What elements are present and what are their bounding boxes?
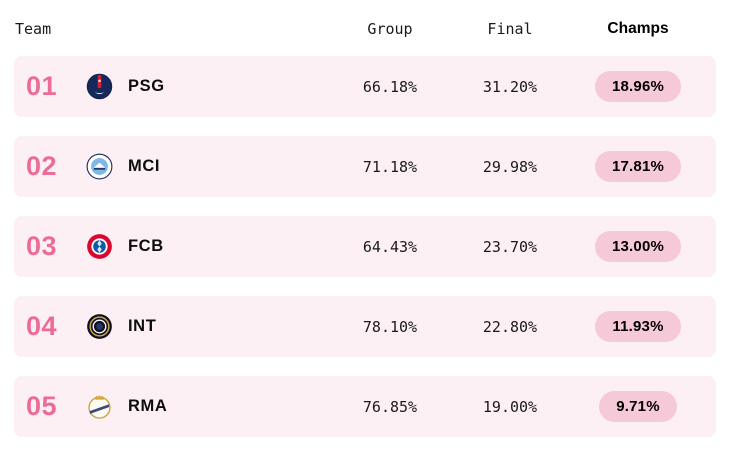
- rank-number: 04: [26, 311, 58, 341]
- final-percentage: 19.00%: [482, 397, 538, 416]
- group-percentage: 64.43%: [362, 237, 418, 256]
- group-percentage: 76.85%: [362, 397, 418, 416]
- group-percentage: 66.18%: [362, 77, 418, 96]
- team-code: PSG: [128, 77, 165, 95]
- fcb-crest-icon: [76, 233, 122, 260]
- rank-number: 02: [26, 151, 58, 181]
- column-header-final: Final: [487, 20, 533, 38]
- champs-percentage-badge: 9.71%: [599, 391, 677, 422]
- table-row: 05 RMA 76.85% 19.00% 9.71%: [14, 376, 716, 437]
- table-row: 03 FCB 64.43% 23.70% 13.00%: [14, 216, 716, 277]
- group-percentage: 78.10%: [362, 317, 418, 336]
- table-row: 01 PSG 66.18% 31.20% 18.96%: [14, 56, 716, 117]
- rma-crest-icon: [76, 393, 122, 420]
- column-header-champs: Champs: [607, 20, 669, 37]
- group-percentage: 71.18%: [362, 157, 418, 176]
- table-header: Team Group Final Champs: [14, 12, 716, 46]
- final-percentage: 22.80%: [482, 317, 538, 336]
- final-percentage: 31.20%: [482, 77, 538, 96]
- champs-percentage-badge: 11.93%: [595, 311, 681, 342]
- champs-percentage-badge: 18.96%: [594, 71, 682, 102]
- rank-number: 05: [26, 391, 58, 421]
- champs-percentage-badge: 13.00%: [594, 231, 682, 262]
- mci-crest-icon: [76, 153, 122, 180]
- final-percentage: 29.98%: [482, 157, 538, 176]
- champs-percentage-badge: 17.81%: [594, 151, 682, 182]
- team-code: RMA: [128, 397, 168, 415]
- column-header-group: Group: [367, 20, 413, 38]
- int-crest-icon: [76, 313, 122, 340]
- table-row: 04 INT 78.10% 22.80% 11.93%: [14, 296, 716, 357]
- team-code: MCI: [128, 157, 161, 175]
- team-code: FCB: [128, 237, 164, 255]
- rank-number: 01: [26, 71, 58, 101]
- column-header-team: Team: [15, 20, 52, 38]
- rank-number: 03: [26, 231, 58, 261]
- final-percentage: 23.70%: [482, 237, 538, 256]
- team-code: INT: [128, 317, 157, 335]
- psg-crest-icon: [76, 73, 122, 100]
- table-row: 02 MCI 71.18% 29.98% 17.81%: [14, 136, 716, 197]
